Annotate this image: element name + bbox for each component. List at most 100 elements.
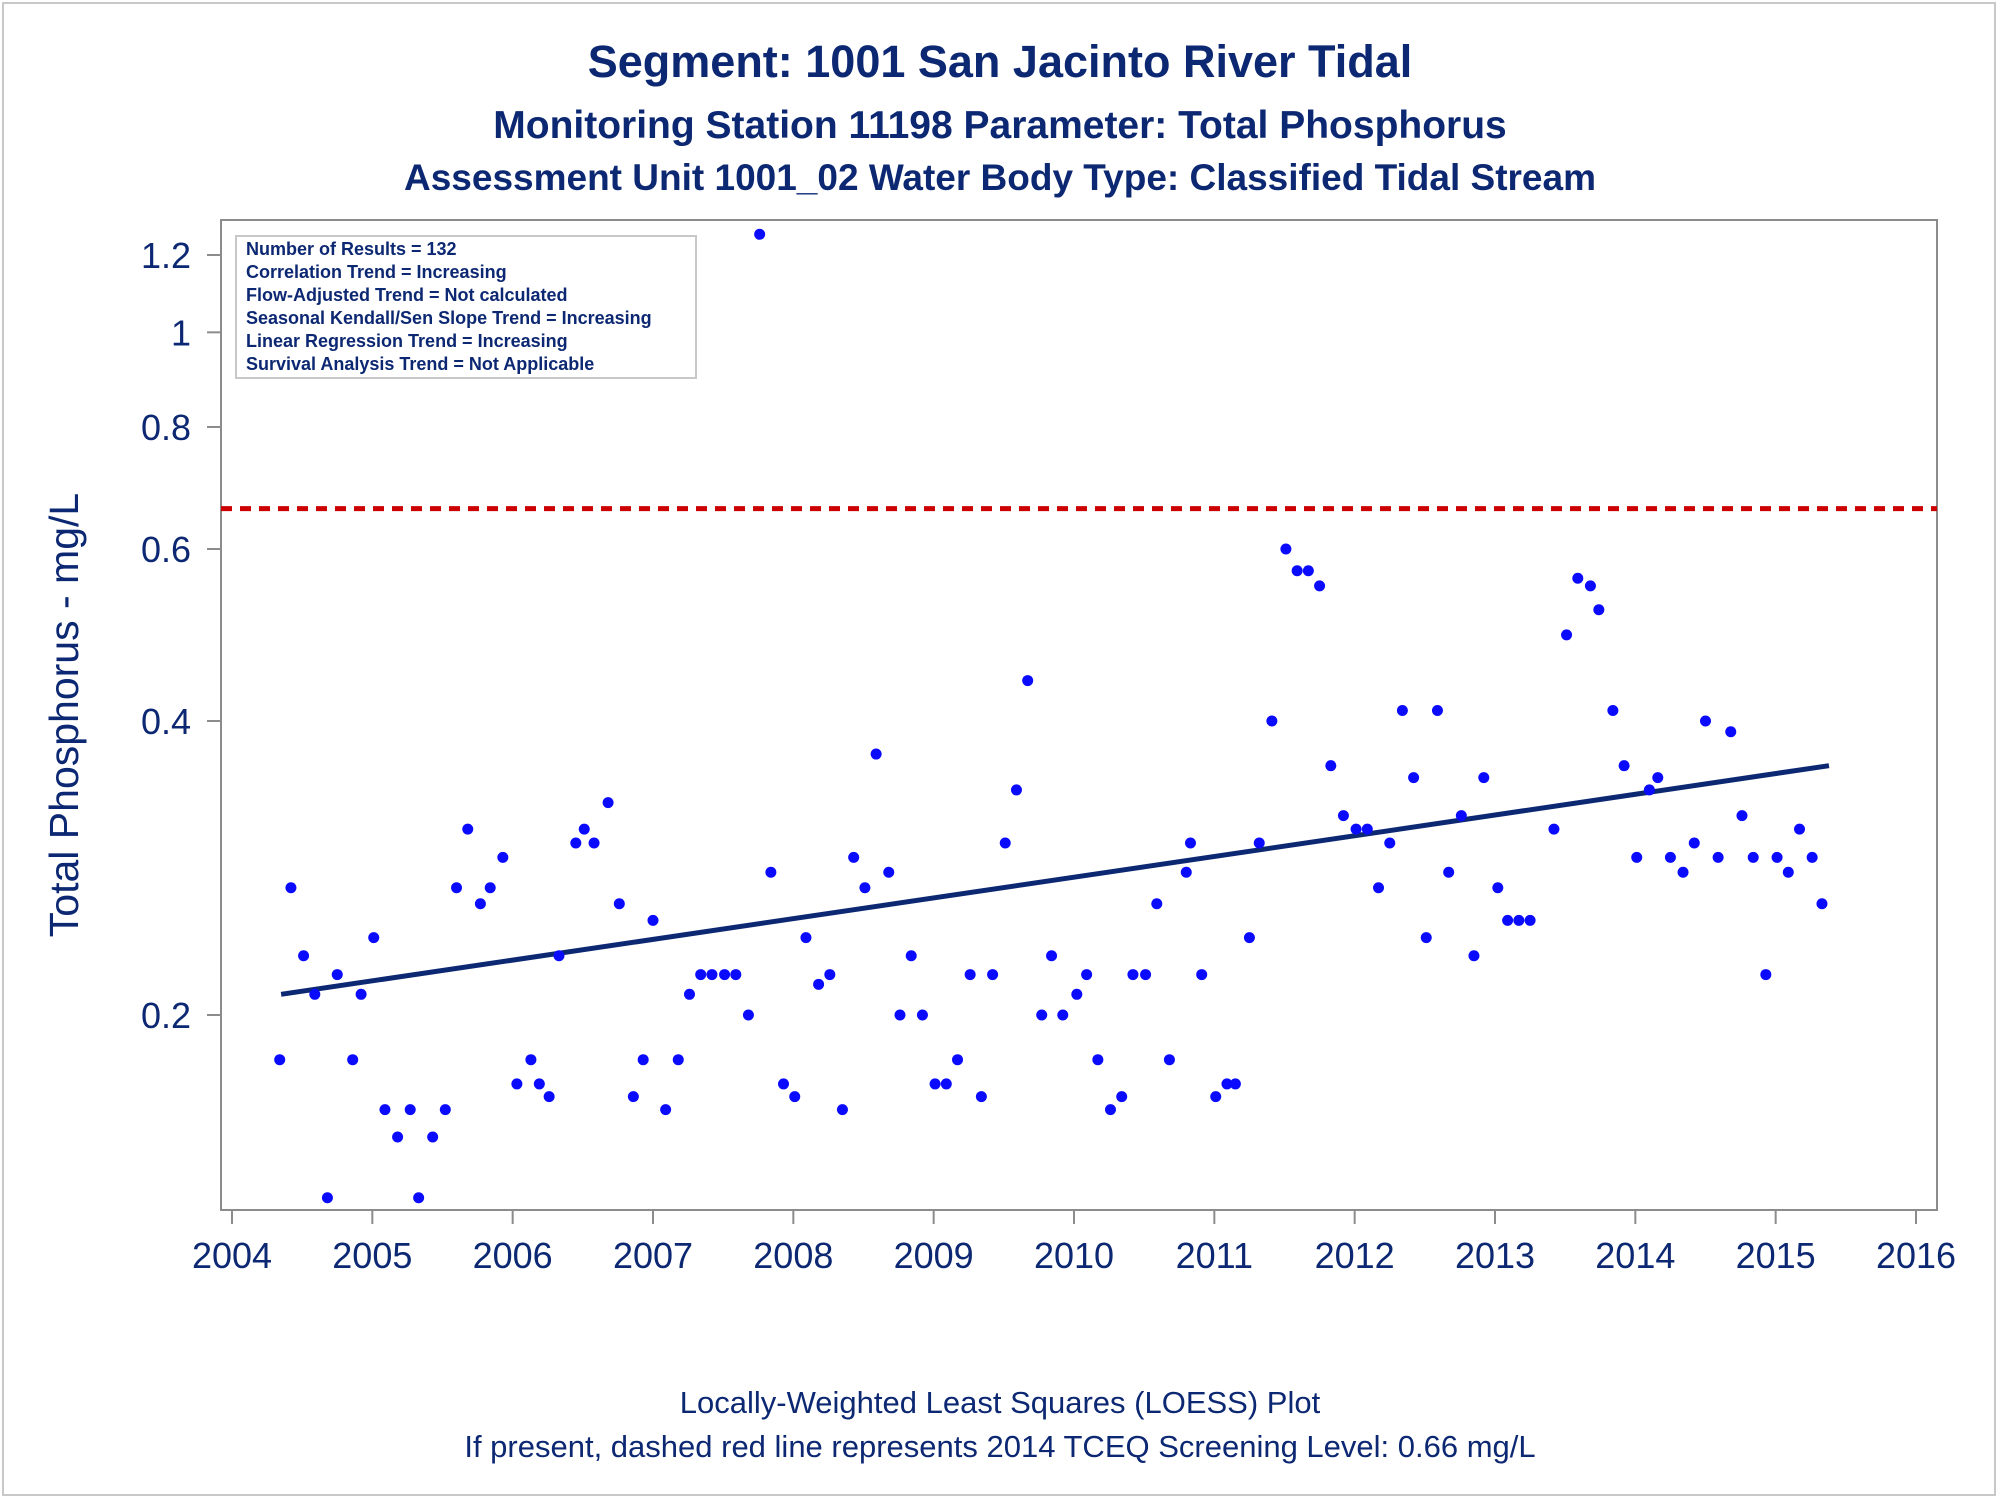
data-point (368, 932, 380, 944)
data-point (1291, 565, 1303, 577)
x-tick-label: 2005 (332, 1235, 412, 1276)
data-point (588, 837, 600, 849)
data-point (1524, 914, 1536, 926)
y-axis: 0.2 0.4 0.6 0.8 1 1.2 (141, 235, 221, 1036)
data-point (1572, 572, 1584, 584)
x-tick-label: 2010 (1034, 1235, 1114, 1276)
data-point (613, 898, 625, 910)
data-point (1196, 969, 1208, 981)
data-point (1280, 543, 1292, 555)
stat-linear-regression-trend: Linear Regression Trend = Increasing (246, 331, 568, 351)
data-point (379, 1104, 391, 1116)
data-point (1607, 705, 1619, 717)
data-point (916, 1009, 928, 1021)
data-point (1302, 565, 1314, 577)
data-point (637, 1054, 649, 1066)
data-point (929, 1078, 941, 1090)
data-point (765, 866, 777, 878)
data-point (543, 1091, 555, 1103)
data-point (525, 1054, 537, 1066)
data-point (964, 969, 976, 981)
data-point (1151, 898, 1163, 910)
data-point (940, 1078, 952, 1090)
x-tick-label: 2015 (1736, 1235, 1816, 1276)
data-point (1396, 705, 1408, 717)
plot-area (220, 219, 1938, 1211)
data-point (952, 1054, 964, 1066)
data-point (1408, 772, 1420, 784)
data-point (1057, 1009, 1069, 1021)
data-point (484, 882, 496, 894)
data-point (1325, 760, 1337, 772)
stat-survival-analysis-trend: Survival Analysis Trend = Not Applicable (246, 354, 594, 374)
data-point (683, 988, 695, 1000)
data-point (1046, 950, 1058, 962)
x-tick-label: 2008 (753, 1235, 833, 1276)
data-point (905, 950, 917, 962)
data-point (1700, 715, 1711, 727)
data-point (813, 978, 825, 990)
data-point (1221, 1078, 1233, 1090)
data-point (660, 1104, 672, 1116)
footer-screening-note: If present, dashed red line represents 2… (464, 1429, 1535, 1464)
data-point (1431, 705, 1443, 717)
data-point (1548, 823, 1560, 835)
data-point (719, 969, 731, 981)
data-point (1652, 772, 1664, 784)
data-point (347, 1054, 359, 1066)
data-point (1664, 851, 1676, 863)
data-point (497, 851, 509, 863)
data-point (800, 932, 812, 944)
data-point (1794, 823, 1806, 835)
data-point (883, 866, 895, 878)
data-point (1725, 726, 1737, 738)
data-point (1688, 837, 1700, 849)
data-point (1771, 851, 1783, 863)
data-point (672, 1054, 684, 1066)
data-point (1373, 882, 1385, 894)
data-point (706, 969, 718, 981)
data-point (570, 837, 582, 849)
data-point (987, 969, 999, 981)
data-point (1163, 1054, 1175, 1066)
data-point (1116, 1091, 1128, 1103)
data-point (789, 1091, 801, 1103)
data-point (1243, 932, 1255, 944)
data-point (462, 823, 474, 835)
chart-subtitle-station: Monitoring Station 11198 Parameter: Tota… (493, 104, 1506, 147)
data-point (1314, 580, 1326, 592)
y-tick-label: 1.2 (141, 235, 191, 276)
data-points (274, 228, 1828, 1204)
data-point (999, 837, 1011, 849)
data-point (451, 882, 463, 894)
x-tick-label: 2014 (1595, 1235, 1675, 1276)
data-point (1643, 784, 1655, 796)
data-point (1022, 675, 1034, 687)
data-point (1502, 914, 1514, 926)
data-point (859, 882, 871, 894)
stat-correlation-trend: Correlation Trend = Increasing (246, 262, 507, 282)
data-point (413, 1192, 425, 1204)
data-point (1593, 604, 1605, 616)
data-point (1184, 837, 1196, 849)
data-point (1618, 760, 1630, 772)
y-tick-label: 1 (171, 312, 191, 353)
footer-plot-note: Locally-Weighted Least Squares (LOESS) P… (680, 1385, 1321, 1420)
x-tick-label: 2011 (1176, 1235, 1253, 1276)
data-point (1420, 932, 1432, 944)
y-tick-label: 0.6 (141, 529, 191, 570)
data-point (1443, 866, 1455, 878)
data-point (1760, 969, 1772, 981)
data-point (1455, 810, 1467, 822)
data-point (553, 950, 565, 962)
x-axis: 2004 2005 2006 2007 2008 2009 2010 2011 2012 2013… (192, 1210, 1956, 1276)
data-point (1266, 715, 1278, 727)
data-point (1384, 837, 1396, 849)
data-point (1492, 882, 1504, 894)
data-point (836, 1104, 848, 1116)
data-point (602, 797, 614, 809)
data-point (1631, 851, 1643, 863)
x-tick-label: 2006 (473, 1235, 553, 1276)
data-point (331, 969, 343, 981)
